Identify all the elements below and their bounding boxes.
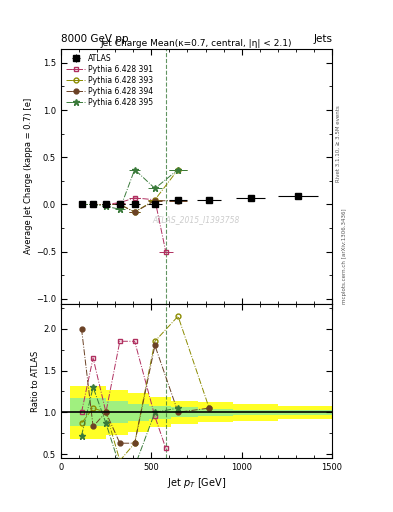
Y-axis label: Average Jet Charge (kappa = 0.7) [e]: Average Jet Charge (kappa = 0.7) [e] [24,98,33,254]
Title: Jet Charge Mean(κ=0.7, central, |η| < 2.1): Jet Charge Mean(κ=0.7, central, |η| < 2.… [101,39,292,48]
X-axis label: Jet $p_T$ [GeV]: Jet $p_T$ [GeV] [167,476,226,490]
Text: Jets: Jets [313,33,332,44]
Text: ATLAS_2015_I1393758: ATLAS_2015_I1393758 [153,215,240,224]
Legend: ATLAS, Pythia 6.428 391, Pythia 6.428 393, Pythia 6.428 394, Pythia 6.428 395: ATLAS, Pythia 6.428 391, Pythia 6.428 39… [65,52,155,108]
Text: 8000 GeV pp: 8000 GeV pp [61,33,129,44]
Text: mcplots.cern.ch [arXiv:1306.3436]: mcplots.cern.ch [arXiv:1306.3436] [342,208,347,304]
Y-axis label: Ratio to ATLAS: Ratio to ATLAS [31,350,40,412]
Text: Rivet 3.1.10, ≥ 3.5M events: Rivet 3.1.10, ≥ 3.5M events [336,105,341,182]
